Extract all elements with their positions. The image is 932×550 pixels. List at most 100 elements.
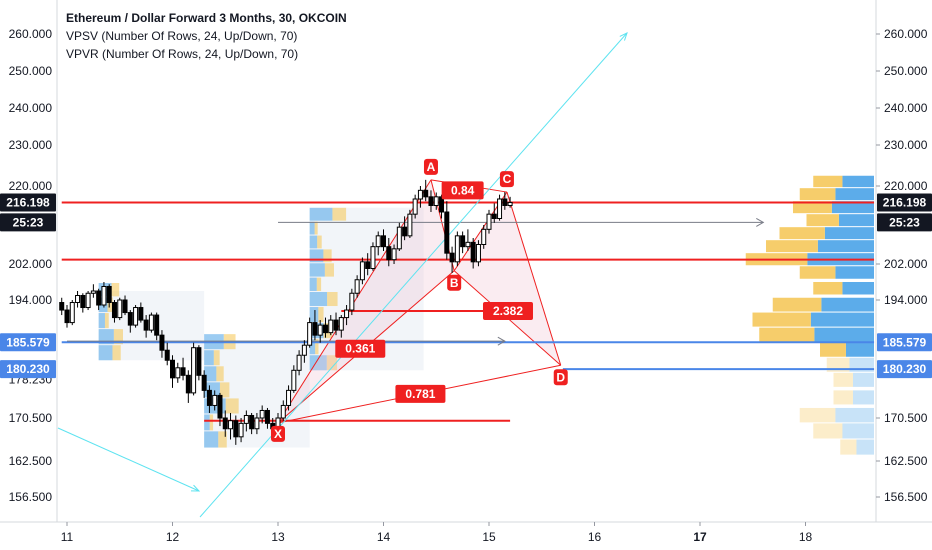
session-profile-bar [111,283,120,297]
candle-body [454,235,460,263]
price-badge [0,213,56,232]
session-profile-bar [204,366,217,382]
candle-body [222,417,228,430]
vpvr-up-bar [799,188,836,201]
candle-body [122,299,128,314]
candle-body [359,261,365,281]
session-profile-bar [204,350,214,366]
vpvr-down-bar [824,227,874,240]
candle-body [381,235,386,248]
candle-body [59,302,65,311]
session-profile-bar [315,339,319,355]
trend-line-up-head [619,32,628,41]
candle-body [259,409,265,419]
ratio-badge [335,339,386,358]
right-price-axis[interactable]: 260.000 250.000 240.000 230.000 220.000 202.0… [876,27,928,504]
session-profile-bar [107,297,113,313]
session-profile-bar [113,329,123,345]
vpvr-down-bar [845,342,874,357]
vpvr-down-bar [817,240,874,253]
candle-body [296,354,302,371]
candle-body [280,404,286,419]
right-axis-tick-label: 202.000 [884,257,928,271]
candle-body [80,295,86,309]
session-profile-bar [324,263,334,277]
candle-body [433,196,439,206]
candle-body [90,290,96,294]
candle-body [486,213,492,230]
candle-body [417,189,423,200]
candle-body [196,347,202,376]
session-profile-bar [316,277,322,291]
session-profile-bar [209,414,214,431]
indicator-vpsv-label[interactable]: VPSV (Number Of Rows, 24, Up/Down, 70) [66,29,298,43]
candle-body [491,213,497,220]
candle-body [507,201,513,206]
ratio-badge [482,302,533,321]
left-axis-tick-label: 250.000 [9,64,53,78]
ratio-badge [441,181,484,200]
left-axis-tick-label: 260.000 [9,27,53,41]
candle-body [449,252,455,263]
right-axis-tick-label: 250.000 [884,64,928,78]
candle-body [439,196,445,213]
candle-body [101,286,107,306]
trend-line-down-head [190,484,201,492]
candle-body [206,389,212,406]
candle-body [428,196,434,206]
vpvr-up-bar [759,327,815,342]
candle-body [217,394,223,419]
vpvr-down-bar [835,407,874,423]
candle-body [143,319,149,331]
candle-body [286,389,292,406]
vpvr-up-bar [806,214,839,227]
candle-body [111,302,117,319]
pattern-point-badge [553,369,568,386]
vpvr-down-bar [814,327,874,342]
session-profile-bar [204,431,219,448]
ratio-label: 0.84 [451,183,475,197]
session-profile-bar [213,350,220,366]
left-axis-tick-label: 170.500 [9,411,53,425]
price-badge-label: 180.230 [883,362,927,376]
session-profile-bar [332,207,347,221]
pattern-point-badge [423,158,438,175]
vpvr-down-bar [821,297,874,312]
pattern-ratio-labels: 0.84 2.382 0.361 0.781 [335,181,533,403]
left-axis-tick-label: 240.000 [9,101,53,115]
candle-body [191,347,197,394]
pattern-point-badge [499,171,514,188]
session-profile-bar [204,414,210,431]
session-profile-bar [317,235,322,249]
right-axis-tick-label: 220.000 [884,179,928,193]
candle-body [412,198,418,215]
candle-body [375,235,381,248]
price-badge-label: 25:23 [13,215,44,229]
session-profile-bar [98,313,105,329]
indicator-vpvr-label[interactable]: VPVR (Number Of Rows, 24, Up/Down, 70) [66,47,299,61]
time-axis-tick-label: 12 [166,530,180,544]
time-axis-tick-label: 18 [799,530,813,544]
candle-body [185,374,191,394]
pattern-point-a-label: A [427,160,436,174]
session-profile-bar [218,431,227,448]
vpvr-up-bar [752,312,811,327]
vpvr-up-bar [813,423,843,439]
candle-body [291,369,297,391]
candle-body [148,314,154,331]
right-axis-tick-label: 162.500 [884,454,928,468]
time-axis[interactable]: 11 12 13 14 15 16 17 18 [61,522,813,544]
vpvr-up-bar [833,372,853,387]
candle-body [333,319,339,331]
vpvr-down-bar [842,282,874,295]
pattern-point-c-label: C [503,172,512,186]
price-badges: 216.198 216.198 25:23 25:23 185.579 185.579 18… [0,193,932,379]
candle-body [75,295,81,304]
session-profile-bar [327,292,338,307]
session-profile-bar [309,277,317,291]
left-price-axis[interactable]: 260.000 250.000 240.000 230.000 220.000 202.0… [9,27,53,504]
symbol-title[interactable]: Ethereum / Dollar Forward 3 Months, 30, … [66,11,347,25]
candle-body [243,414,249,424]
vpvr-up-bar [799,266,836,279]
